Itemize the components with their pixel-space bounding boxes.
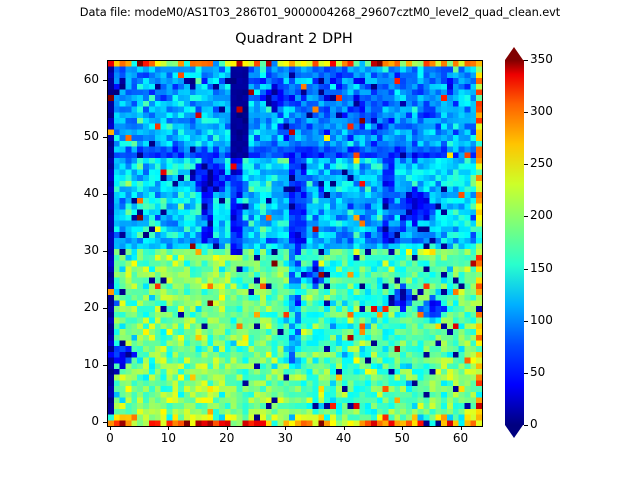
colorbar-tick-mark	[524, 60, 528, 61]
y-tick-mark	[103, 365, 107, 367]
data-file-label: Data file: modeM0/AS1T03_286T01_90000042…	[79, 5, 561, 19]
y-tick-label: 30	[83, 243, 99, 258]
y-tick-mark	[103, 136, 107, 138]
y-tick-label: 20	[83, 300, 99, 315]
x-tick-label: 60	[452, 431, 469, 445]
colorbar-gradient	[505, 60, 524, 425]
y-tick-mark	[103, 79, 107, 81]
colorbar-tick-label: 300	[530, 104, 553, 119]
colorbar-tick-mark	[524, 425, 528, 426]
colorbar-tick-label: 250	[530, 156, 553, 171]
colorbar-tick-mark	[524, 216, 528, 218]
y-tick-label: 40	[83, 186, 99, 201]
x-tick-label: 10	[160, 431, 176, 445]
x-tick-mark	[109, 426, 111, 430]
colorbar-tick-mark	[524, 268, 528, 270]
page-title: Quadrant 2 DPH	[235, 31, 353, 47]
x-tick-label: 0	[106, 431, 114, 445]
colorbar-tick-label: 50	[530, 364, 546, 379]
y-tick-mark	[103, 251, 107, 253]
x-tick-mark	[168, 426, 170, 430]
colorbar-tick-label: 200	[530, 208, 553, 223]
colorbar-tick-mark	[524, 372, 528, 374]
y-tick-mark	[103, 194, 107, 196]
x-tick-label: 20	[219, 431, 235, 445]
x-tick-mark	[226, 426, 228, 430]
colorbar-tick-mark	[524, 320, 528, 322]
colorbar-tick-label: 150	[530, 260, 553, 275]
x-tick-label: 50	[394, 431, 410, 445]
y-tick-label: 10	[83, 357, 99, 372]
y-tick-mark	[103, 422, 107, 424]
y-tick-mark	[103, 308, 107, 310]
x-tick-mark	[285, 426, 287, 430]
colorbar-tick-mark	[524, 164, 528, 166]
colorbar-tick-label: 350	[530, 52, 553, 66]
x-tick-label: 30	[277, 431, 293, 445]
y-tick-label: 0	[91, 414, 99, 429]
x-tick-mark	[402, 426, 404, 430]
heatmap-image	[108, 61, 482, 426]
x-tick-mark	[460, 426, 462, 430]
x-tick-label: 40	[336, 431, 352, 445]
colorbar-under-arrow-icon	[505, 425, 523, 438]
colorbar[interactable]	[505, 47, 524, 438]
colorbar-over-arrow-icon	[505, 47, 523, 60]
y-tick-label: 50	[83, 128, 99, 143]
y-tick-label: 60	[83, 71, 99, 86]
colorbar-tick-label: 0	[530, 417, 538, 431]
colorbar-tick-mark	[524, 112, 528, 114]
heatmap-axes	[107, 60, 483, 427]
colorbar-tick-label: 100	[530, 312, 553, 327]
x-tick-mark	[343, 426, 345, 430]
